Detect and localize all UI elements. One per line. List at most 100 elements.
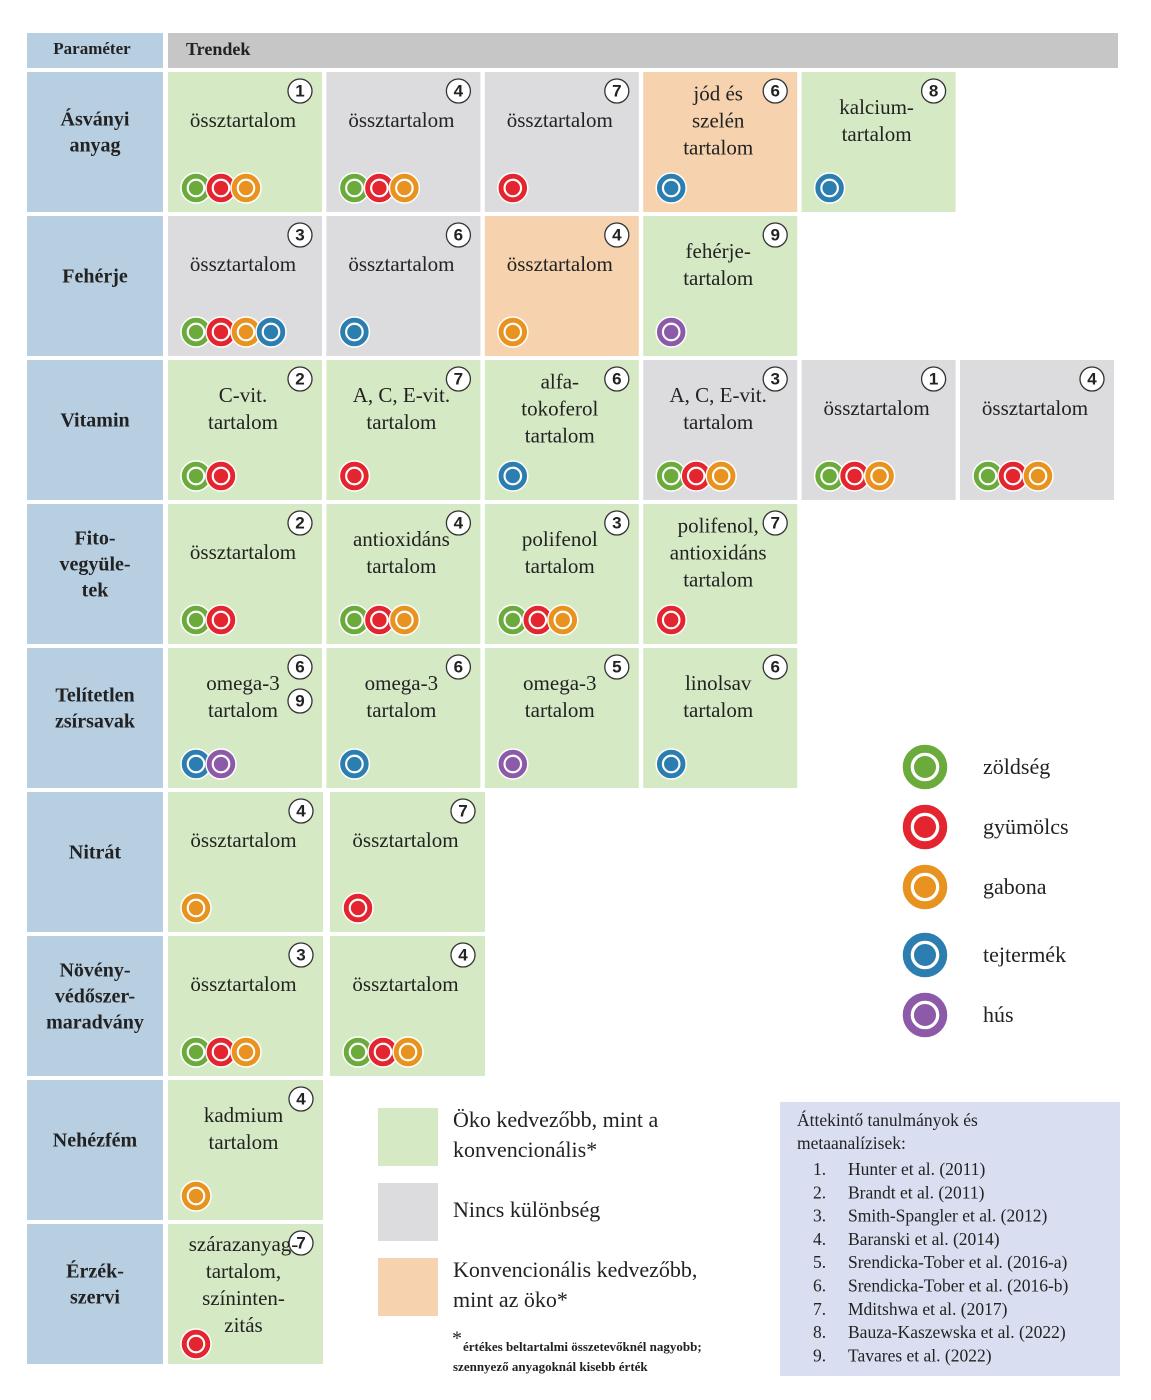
- reference-text: Srendicka-Tober et al. (2016-b): [848, 1276, 1069, 1296]
- icon-fruit: [655, 604, 687, 636]
- icon-grain: [230, 172, 262, 204]
- ref-number: 7: [454, 369, 463, 388]
- icon-dairy: [901, 931, 949, 979]
- cell-text: kadmium: [204, 1103, 283, 1127]
- footnote-text: szennyező anyagoknál kisebb érték: [453, 1359, 648, 1374]
- cell-text: össztartalom: [352, 828, 458, 852]
- parameter-cell: [27, 1224, 163, 1364]
- cell-text: szelén: [692, 108, 745, 132]
- icon-fruit-glyph: [661, 610, 681, 630]
- cell-text: antioxidáns: [670, 540, 767, 564]
- icon-vegetable-glyph: [186, 466, 206, 486]
- icon-dairy-glyph: [661, 178, 681, 198]
- icon-meat: [901, 991, 949, 1039]
- icon-dairy: [338, 748, 371, 780]
- color-legend-label: Konvencionális kedvezőbb,: [453, 1257, 697, 1282]
- parameter-cell: [27, 648, 163, 788]
- ref-number: 6: [295, 657, 304, 676]
- ref-badge: [445, 366, 472, 392]
- icon-grain-glyph: [870, 466, 889, 486]
- icon-grain: [180, 892, 212, 924]
- cell-text: tartalom: [842, 122, 912, 146]
- icon-fruit-glyph: [211, 178, 231, 198]
- icon-dairy-glyph: [186, 754, 206, 774]
- cell-text: fehérje-: [686, 239, 751, 263]
- ref-badge: [604, 510, 630, 536]
- icon-fruit-glyph: [186, 1334, 206, 1354]
- ref-badge: [762, 510, 788, 536]
- cell-text: tartalom,: [206, 1259, 281, 1283]
- cell-text: linolsav: [685, 671, 752, 695]
- parameter-label: Vitamin: [60, 410, 129, 432]
- icon-fruit: [205, 604, 237, 636]
- reference-number: 7.: [813, 1299, 826, 1319]
- icon-grain-glyph: [910, 872, 940, 902]
- icon-fruit-glyph: [370, 178, 389, 198]
- icon-meat-glyph: [211, 754, 231, 774]
- color-legend-label: mint az öko*: [453, 1287, 568, 1312]
- icon-fruit-glyph: [370, 610, 389, 630]
- ref-number: 3: [295, 225, 304, 244]
- ref-number: 7: [458, 801, 467, 820]
- icon-fruit-glyph: [348, 898, 368, 918]
- icon-grain-glyph: [398, 1042, 418, 1062]
- ref-number: 6: [454, 657, 463, 676]
- ref-number: 8: [929, 81, 938, 100]
- icon-fruit-glyph: [686, 466, 706, 486]
- icon-dairy: [813, 172, 846, 204]
- cell-text: kalcium-: [839, 95, 914, 119]
- header-parameter: Paraméter: [53, 39, 131, 58]
- icon-fruit-glyph: [528, 610, 548, 630]
- cell-text: össztartalom: [348, 252, 454, 276]
- ref-number: 3: [770, 369, 779, 388]
- ref-badge: [604, 222, 630, 248]
- icon-grain: [901, 863, 949, 911]
- ref-number: 4: [1087, 369, 1097, 388]
- icon-vegetable-glyph: [820, 466, 839, 486]
- cell-text: tartalom: [209, 1130, 279, 1154]
- icon-meat: [655, 316, 687, 348]
- ref-number: 4: [296, 801, 306, 820]
- icon-fruit-glyph: [910, 812, 940, 842]
- reference-text: Hunter et al. (2011): [848, 1159, 986, 1179]
- cell-text: tartalom: [683, 410, 753, 434]
- icon-fruit-glyph: [1003, 466, 1023, 486]
- icon-grain-glyph: [553, 610, 573, 630]
- color-legend-label: Nincs különbség: [453, 1197, 600, 1222]
- reference-number: 4.: [813, 1229, 826, 1249]
- icon-vegetable: [901, 743, 949, 791]
- ref-number: 3: [612, 513, 621, 532]
- parameter-cell: [27, 936, 163, 1076]
- ref-number: 7: [296, 1233, 305, 1252]
- ref-number: 1: [295, 81, 304, 100]
- cell-text: össztartalom: [190, 540, 296, 564]
- icon-vegetable-glyph: [661, 466, 681, 486]
- icon-vegetable-glyph: [186, 322, 206, 342]
- parameter-label: Nitrát: [69, 842, 122, 864]
- cell-text: össztartalom: [982, 396, 1088, 420]
- icon-dairy: [338, 316, 371, 348]
- ref-badge: [288, 1086, 314, 1112]
- parameter-cell: [27, 504, 163, 644]
- cell-text: tartalom: [683, 567, 753, 591]
- icon-grain: [392, 1036, 424, 1068]
- cell-text: omega-3: [365, 671, 438, 695]
- icon-fruit: [205, 460, 237, 492]
- cell-text: tartalom: [683, 698, 753, 722]
- ref-badge: [604, 654, 630, 680]
- icon-grain-glyph: [186, 898, 206, 918]
- cell-text: össztartalom: [190, 252, 296, 276]
- icon-vegetable-glyph: [345, 610, 364, 630]
- footnote-star: *: [452, 1328, 462, 1350]
- cell-text: alfa-: [541, 369, 579, 393]
- references-title: Áttekintő tanulmányok és: [797, 1110, 978, 1130]
- reference-number: 8.: [813, 1322, 826, 1342]
- icon-dairy: [655, 748, 687, 780]
- icon-grain: [388, 604, 421, 636]
- ref-number: 6: [612, 369, 621, 388]
- parameter-cell: [27, 1080, 163, 1220]
- cell-text: omega-3: [206, 671, 279, 695]
- ref-badge: [288, 942, 314, 968]
- reference-text: Smith-Spangler et al. (2012): [848, 1206, 1047, 1226]
